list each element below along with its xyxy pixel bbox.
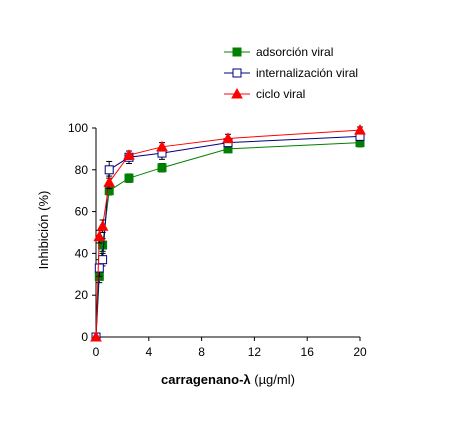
data-point: [156, 140, 168, 152]
data-point: [123, 149, 135, 160]
data-point: [104, 165, 114, 175]
series-2: [91, 131, 365, 342]
x-tick-label: 12: [248, 345, 262, 359]
y-tick-label: 20: [75, 288, 89, 302]
legend-marker: [232, 68, 242, 78]
data-point: [157, 163, 167, 173]
series-line: [95, 135, 361, 338]
data-point: [90, 330, 102, 342]
legend-item: adsorción viral: [224, 45, 333, 59]
legend-marker: [231, 87, 243, 99]
legend-label: internalización viral: [256, 66, 358, 80]
x-axis-ticks: 0 4 8 12 16 20: [93, 337, 367, 359]
series-3: [90, 124, 366, 342]
x-tick-label: 4: [145, 345, 152, 359]
data-point: [222, 132, 234, 143]
data-point: [124, 173, 134, 183]
y-tick-label: 40: [75, 246, 89, 260]
x-axis-label-main: carragenano-λ: [161, 372, 251, 387]
y-tick-label: 80: [75, 163, 89, 177]
series-1: [91, 137, 365, 342]
legend-marker: [232, 47, 242, 57]
y-axis-ticks: 0 20 40 60 80 100: [68, 121, 96, 344]
y-tick-label: 60: [75, 205, 89, 219]
x-tick-label: 16: [301, 345, 315, 359]
x-tick-label: 0: [93, 345, 100, 359]
legend-item: ciclo viral: [224, 87, 305, 101]
y-axis-label: Inhibición (%): [36, 191, 51, 270]
data-point: [103, 176, 116, 187]
data-point: [96, 220, 109, 231]
data-point: [98, 255, 108, 265]
series-line: [95, 129, 361, 338]
series-line: [95, 142, 361, 338]
y-tick-label: 0: [81, 330, 88, 344]
y-tick-label: 100: [68, 121, 88, 135]
legend-label: ciclo viral: [256, 87, 305, 101]
x-axis-label-unit: (µg/ml): [251, 372, 295, 387]
data-point: [93, 230, 106, 242]
series-layer: [90, 124, 366, 342]
legend-item: internalización viral: [224, 66, 358, 80]
data-point: [354, 124, 366, 135]
x-tick-label: 20: [353, 345, 367, 359]
legend-label: adsorción viral: [256, 45, 333, 59]
axes: [95, 128, 360, 338]
x-axis-label: carragenano-λ (µg/ml): [161, 372, 295, 387]
legend: adsorción viral internalización viral cicl…: [224, 45, 358, 101]
data-point: [94, 263, 104, 273]
x-tick-label: 8: [198, 345, 205, 359]
